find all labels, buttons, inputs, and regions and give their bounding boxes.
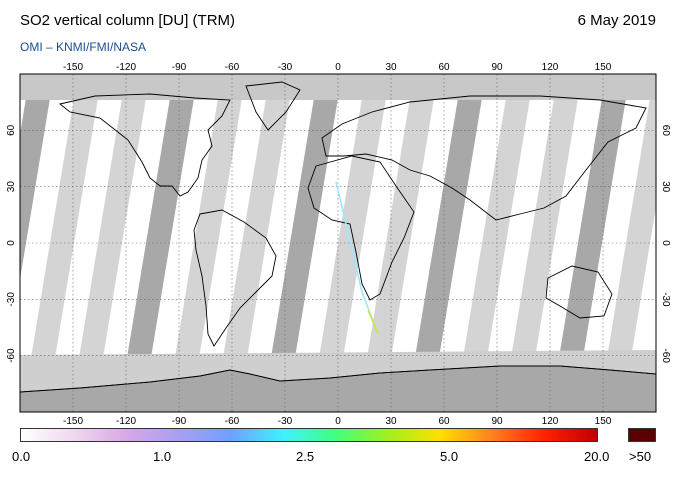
orbit-swath xyxy=(166,74,246,412)
latitude-tick-label: -60 xyxy=(660,348,671,363)
longitude-ticks-bottom: -150 -120 -90 -60 -30 0 30 60 90 120 150 xyxy=(63,416,612,427)
colorbar-tick-label: 2.5 xyxy=(296,449,315,464)
orbit-swath xyxy=(118,74,198,412)
colorbar-over-box xyxy=(628,428,656,442)
orbit-swath xyxy=(262,74,342,412)
longitude-tick-label: 0 xyxy=(335,416,341,427)
latitude-tick-label: 0 xyxy=(6,240,17,246)
latitude-tick-label: 30 xyxy=(6,181,17,193)
data-credit: OMI – KNMI/FMI/NASA xyxy=(20,40,147,54)
longitude-tick-label: -150 xyxy=(63,62,83,73)
orbit-swath xyxy=(550,74,630,412)
longitude-tick-label: 30 xyxy=(385,62,397,73)
orbit-swath xyxy=(22,74,102,412)
latitude-tick-label: -30 xyxy=(6,292,17,307)
longitude-ticks-top: -150 -120 -90 -60 -30 0 30 60 90 120 150 xyxy=(63,62,612,73)
south-america-outline xyxy=(193,209,277,347)
longitude-tick-label: -60 xyxy=(225,416,240,427)
antarctic-coast xyxy=(20,365,656,393)
graticule xyxy=(20,74,656,412)
map-date: 6 May 2019 xyxy=(577,12,656,29)
map-content xyxy=(20,74,656,412)
longitude-tick-label: -30 xyxy=(278,416,293,427)
longitude-tick-label: 60 xyxy=(438,62,450,73)
map-title: SO2 vertical column [DU] (TRM) xyxy=(20,12,236,29)
colorbar-tick-label: 20.0 xyxy=(584,449,610,464)
orbit-swath xyxy=(20,74,54,280)
latitude-tick-label: 60 xyxy=(6,124,17,136)
longitude-tick-label: 150 xyxy=(595,416,612,427)
colorbar-over-label: >50 xyxy=(629,449,652,464)
longitude-tick-label: -60 xyxy=(225,62,240,73)
eurasia-outline xyxy=(321,95,647,221)
longitude-tick-label: -90 xyxy=(172,62,187,73)
longitude-tick-label: 150 xyxy=(595,62,612,73)
longitude-tick-label: 30 xyxy=(385,416,397,427)
coastlines xyxy=(20,81,656,393)
colorbar xyxy=(20,428,598,442)
orbit-swath xyxy=(70,74,150,412)
latitude-tick-label: 30 xyxy=(660,181,671,193)
orbit-swath xyxy=(358,74,438,412)
longitude-tick-label: -120 xyxy=(116,62,136,73)
longitude-tick-label: 120 xyxy=(542,416,559,427)
so2-orbit-track-tail xyxy=(367,309,379,335)
orbit-swath xyxy=(454,74,534,412)
orbit-swath xyxy=(214,74,294,412)
north-america-outline xyxy=(58,93,231,197)
latitude-ticks-left: 60 30 0 -30 -60 xyxy=(6,124,17,363)
longitude-tick-label: 60 xyxy=(438,416,450,427)
orbit-swath xyxy=(502,74,582,412)
longitude-tick-label: -30 xyxy=(278,62,293,73)
greenland-outline xyxy=(245,81,301,131)
latitude-ticks-right: 60 30 0 -30 -60 xyxy=(660,125,671,364)
longitude-tick-label: 120 xyxy=(542,62,559,73)
longitude-tick-label: -120 xyxy=(116,416,136,427)
colorbar-tick-label: 0.0 xyxy=(12,449,31,464)
latitude-tick-label: -60 xyxy=(6,348,17,363)
africa-outline xyxy=(307,155,415,301)
latitude-tick-label: 0 xyxy=(660,240,671,246)
australia-outline xyxy=(545,265,613,319)
longitude-tick-label: -150 xyxy=(63,416,83,427)
map-frame xyxy=(19,73,657,413)
orbit-swath xyxy=(598,74,656,412)
colorbar-tick-label: 5.0 xyxy=(440,449,459,464)
colorbar-tick-label: 1.0 xyxy=(153,449,172,464)
longitude-tick-label: 90 xyxy=(491,62,503,73)
latitude-tick-label: 60 xyxy=(660,125,671,137)
orbit-swath xyxy=(406,74,486,412)
latitude-tick-label: -30 xyxy=(660,292,671,307)
longitude-tick-label: -90 xyxy=(172,416,187,427)
longitude-tick-label: 0 xyxy=(335,62,341,73)
longitude-tick-label: 90 xyxy=(491,416,503,427)
